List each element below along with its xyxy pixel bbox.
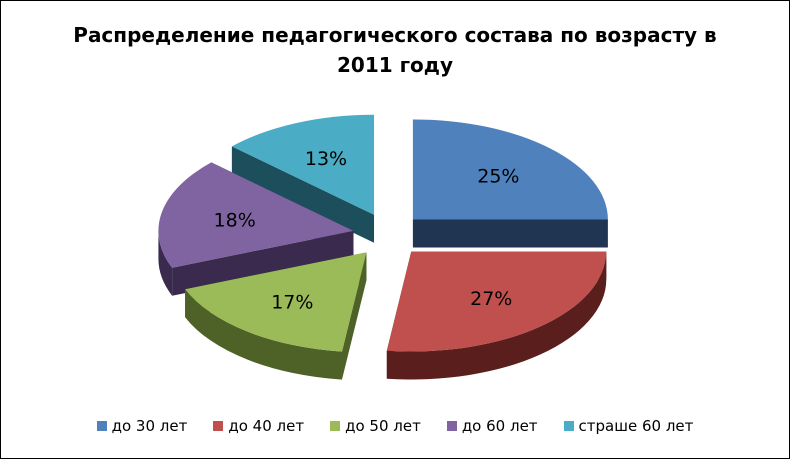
slice-0 [412,119,608,220]
slice-4 [231,114,375,215]
slice-3 [158,162,354,268]
legend-swatch-4 [563,421,574,431]
legend-item-3: до 60 лет [446,417,538,435]
chart-legend: до 30 лет до 40 лет до 50 лет до 60 лет … [0,417,790,435]
legend-swatch-2 [330,421,341,431]
slice-1 [386,251,607,352]
legend-item-1: до 40 лет [213,417,304,435]
data-label-0: 25% [477,166,519,188]
legend-item-4: страше 60 лет [563,417,694,435]
slice-wall-0-1 [412,219,608,248]
legend-label-4: страше 60 лет [578,417,694,435]
slice-wall-2-0 [341,252,367,380]
data-label-3: 18% [214,209,256,231]
legend-label-1: до 40 лет [228,417,305,435]
slice-wall-3-0 [172,230,354,296]
slice-2 [185,252,367,352]
chart-title-line-1: Распределение педагогического состава по… [73,23,717,47]
legend-swatch-1 [213,421,224,431]
chart-title: Распределение педагогического состава по… [0,20,790,80]
slice-side-3 [158,230,173,296]
data-label-1: 27% [470,288,512,310]
legend-label-0: до 30 лет [111,417,188,435]
legend-item-2: до 50 лет [330,417,421,435]
legend-swatch-0 [96,421,107,431]
chart-title-line-2: 2011 году [336,53,453,77]
slice-side-2 [185,289,342,380]
slice-wall-4-0 [231,146,375,243]
slice-side-1 [386,251,607,380]
legend-item-0: до 30 лет [96,417,188,435]
legend-label-3: до 60 лет [461,417,538,435]
data-label-4: 13% [305,148,347,170]
legend-swatch-3 [446,421,457,431]
legend-label-2: до 50 лет [345,417,421,435]
data-label-2: 17% [271,291,313,313]
